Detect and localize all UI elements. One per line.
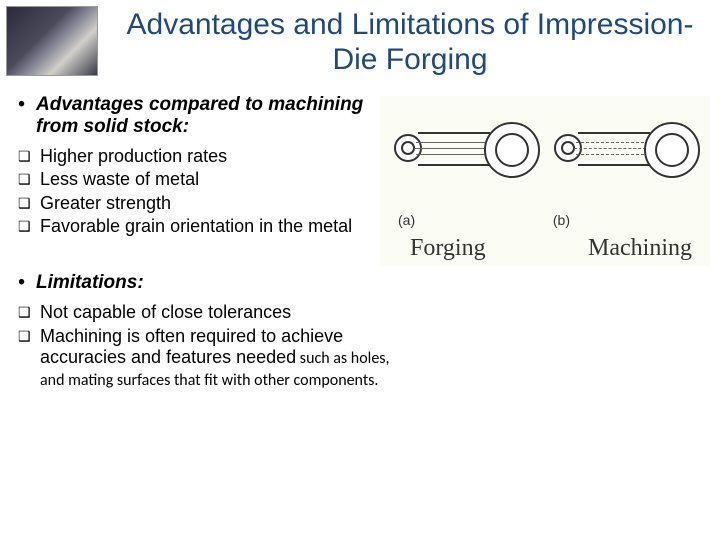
grain-line-icon [416, 154, 494, 155]
advantage-text: Greater strength [40, 193, 171, 215]
advantage-text: Favorable grain orientation in the metal [40, 216, 352, 238]
figure-caption-forging: Forging [410, 235, 486, 262]
content-area: • Advantages compared to machining from … [18, 94, 378, 392]
figure-panel-machining [550, 110, 700, 210]
advantage-item: ❑ Favorable grain orientation in the met… [18, 216, 378, 238]
comparison-figure: (a) (b) Forging Machining [380, 96, 710, 266]
limitation-item: ❑ Machining is often required to achieve… [18, 326, 398, 391]
square-bullet-icon: ❑ [18, 146, 40, 168]
slide-title: Advantages and Limitations of Impression… [120, 8, 700, 77]
rod-big-ring-inner-icon [655, 133, 689, 167]
corner-thumbnail [6, 6, 98, 76]
limitation-text: Not capable of close tolerances [40, 302, 291, 324]
bullet-dot-icon: • [18, 94, 36, 138]
rod-outline-icon [578, 132, 650, 134]
square-bullet-icon: ❑ [18, 216, 40, 238]
figure-label-b: (b) [553, 212, 570, 228]
advantage-item: ❑ Higher production rates [18, 146, 378, 168]
advantage-item: ❑ Less waste of metal [18, 169, 378, 191]
square-bullet-icon: ❑ [18, 302, 40, 324]
limitation-item: ❑ Not capable of close tolerances [18, 302, 398, 324]
rod-small-ring-inner-icon [561, 141, 575, 155]
rod-outline-icon [418, 132, 490, 134]
figure-caption-machining: Machining [588, 235, 692, 262]
advantage-text: Less waste of metal [40, 169, 199, 191]
limitation-text: Machining is often required to achieve a… [40, 326, 398, 391]
figure-label-a: (a) [398, 212, 415, 228]
grain-line-icon [416, 142, 494, 143]
limitations-heading: • Limitations: [18, 272, 378, 294]
square-bullet-icon: ❑ [18, 193, 40, 215]
square-bullet-icon: ❑ [18, 326, 40, 391]
advantage-text: Higher production rates [40, 146, 227, 168]
advantages-heading-text: Advantages compared to machining from so… [36, 94, 378, 138]
rod-outline-icon [578, 164, 650, 166]
bullet-dot-icon: • [18, 272, 36, 294]
square-bullet-icon: ❑ [18, 169, 40, 191]
limitations-heading-text: Limitations: [36, 272, 144, 294]
advantages-heading: • Advantages compared to machining from … [18, 94, 378, 138]
figure-panel-forging [390, 110, 540, 210]
grain-dash-icon [576, 154, 654, 155]
grain-dash-icon [576, 142, 654, 143]
advantage-item: ❑ Greater strength [18, 193, 378, 215]
rod-small-ring-inner-icon [401, 141, 415, 155]
rod-outline-icon [418, 164, 490, 166]
rod-big-ring-inner-icon [495, 133, 529, 167]
